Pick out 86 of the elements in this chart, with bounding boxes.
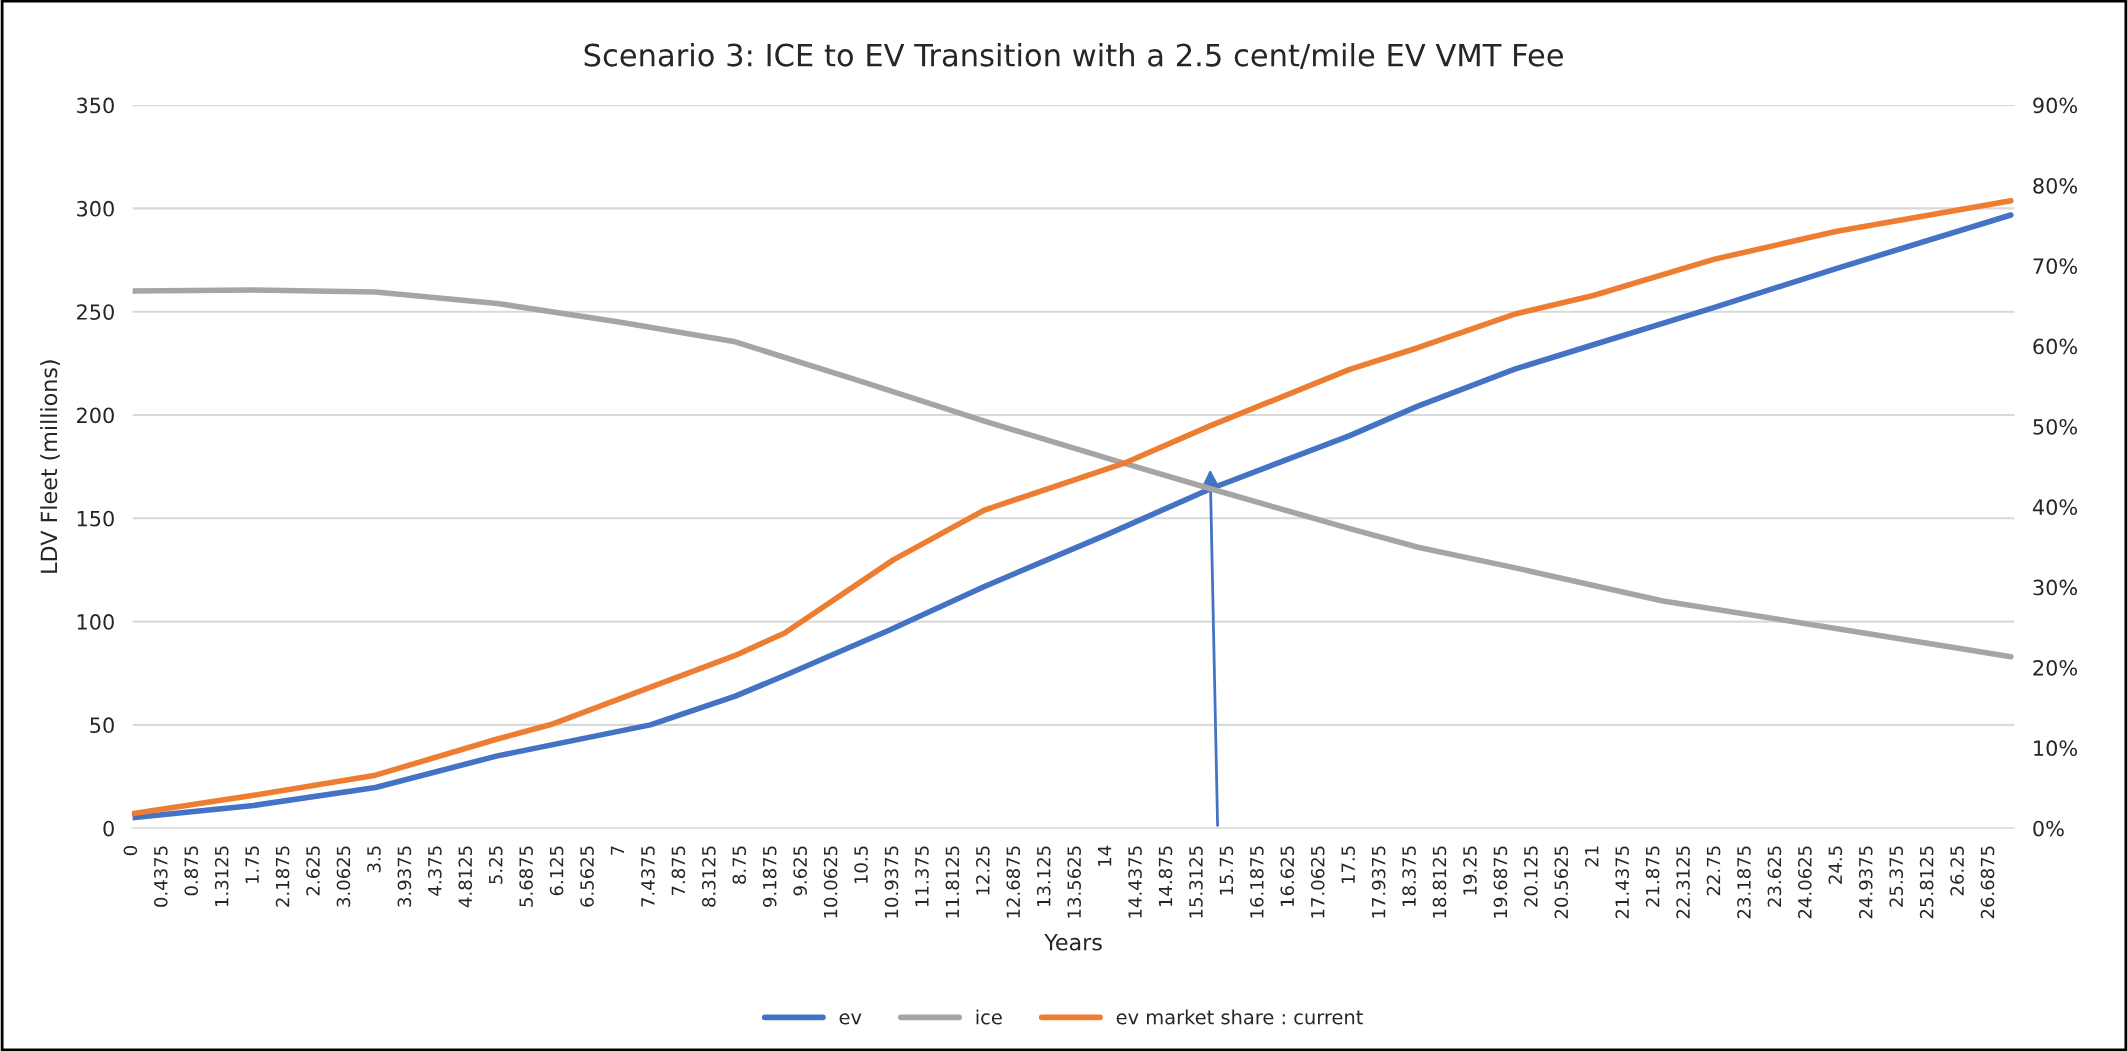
- x-tick-label: 0: [123, 846, 138, 856]
- y2-tick-label: 70%: [2033, 258, 2078, 274]
- x-tick-label: 9.625: [793, 846, 807, 896]
- x-tick-label: 12.6875: [1006, 846, 1021, 918]
- chart-title: Scenario 3: ICE to EV Transition with a 2.5 cent/mile EV VMT Fee: [584, 42, 1563, 70]
- x-tick-label: 10.5: [854, 846, 868, 884]
- x-tick-label: 7.4375: [641, 846, 655, 907]
- x-tick-label: 18.8125: [1432, 846, 1447, 918]
- x-tick-label: 12.25: [976, 846, 990, 895]
- y2-tick-label: 30%: [2033, 579, 2078, 596]
- x-tick-label: 25.8125: [1919, 846, 1934, 919]
- y2-tick-label: 10%: [2034, 740, 2078, 757]
- x-tick-label: 1.3125: [214, 846, 229, 907]
- x-tick-label: 19.6875: [1493, 846, 1508, 918]
- y2-tick-label: 60%: [2033, 338, 2078, 355]
- x-tick-label: 24.0625: [1798, 846, 1812, 919]
- x-tick-label: 16.1875: [1250, 846, 1264, 918]
- x-tick-label: 22.75: [1706, 846, 1721, 896]
- x-tick-label: 19.25: [1463, 846, 1477, 895]
- legend-label: ev: [839, 1013, 862, 1025]
- x-tick-label: 24.9375: [1858, 846, 1873, 919]
- x-tick-label: 8.75: [732, 846, 747, 884]
- x-tick-label: 3.5: [367, 846, 381, 873]
- x-tick-label: 4.375: [427, 846, 442, 896]
- x-tick-label: 18.375: [1402, 846, 1416, 907]
- y2-tick-label: 90%: [2033, 97, 2078, 114]
- x-tick-label: 21.875: [1645, 846, 1660, 907]
- x-tick-label: 14.4375: [1128, 846, 1142, 918]
- y2-tick-label: 50%: [2033, 418, 2078, 435]
- x-tick-label: 20.125: [1524, 846, 1538, 907]
- x-tick-label: 0.875: [184, 846, 199, 896]
- x-tick-label: 26.6875: [1980, 846, 1995, 919]
- x-tick-label: 2.1875: [275, 846, 290, 907]
- x-tick-label: 14: [1098, 845, 1112, 866]
- x-tick-label: 17.5: [1341, 846, 1355, 884]
- legend-label: ice: [976, 1009, 1002, 1025]
- x-tick-label: 11.8125: [945, 846, 960, 918]
- legend-label: ev market share : current: [1116, 1009, 1363, 1025]
- x-tick-label: 6.5625: [580, 846, 594, 907]
- y2-tick-label: 0%: [2033, 820, 2064, 837]
- x-tick-label: 13.125: [1036, 846, 1051, 907]
- x-tick-label: 14.875: [1158, 846, 1173, 907]
- x-tick-label: 3.9375: [397, 846, 412, 907]
- x-tick-label: 26.25: [1950, 846, 1964, 896]
- x-axis-title: Years: [1044, 934, 1102, 951]
- x-tick-label: 10.0625: [823, 846, 838, 918]
- y-axis-title: LDV Fleet (millions): [40, 360, 60, 573]
- x-tick-label: 24.5: [1828, 846, 1843, 884]
- x-tick-label: 22.3125: [1676, 846, 1690, 919]
- x-tick-label: 7.875: [671, 846, 686, 896]
- y2-tick-label: 80%: [2033, 177, 2078, 194]
- y-tick-label: 250: [77, 304, 114, 320]
- x-tick-label: 4.8125: [458, 846, 473, 908]
- x-tick-label: 17.0625: [1310, 846, 1325, 918]
- x-tick-label: 21: [1584, 846, 1599, 867]
- x-tick-label: 23.625: [1767, 846, 1782, 907]
- y-tick-label: 300: [77, 200, 114, 217]
- x-tick-label: 10.9375: [884, 846, 899, 918]
- x-tick-label: 3.0625: [336, 846, 351, 907]
- x-tick-label: 20.5625: [1554, 846, 1569, 919]
- y-tick-label: 200: [77, 407, 114, 424]
- y-tick-label: 150: [77, 510, 114, 527]
- x-tick-label: 11.375: [915, 846, 929, 907]
- x-tick-label: 5.25: [488, 846, 503, 884]
- x-tick-label: 7: [610, 846, 625, 855]
- x-tick-label: 8.3125: [701, 846, 716, 907]
- y-tick-label: 0: [103, 820, 114, 837]
- x-tick-label: 0.4375: [153, 846, 168, 907]
- x-tick-label: 9.1875: [762, 846, 777, 907]
- y2-tick-label: 40%: [2032, 499, 2078, 516]
- x-tick-label: 1.75: [245, 846, 259, 884]
- x-tick-label: 5.6875: [519, 846, 533, 907]
- x-tick-label: 13.5625: [1067, 846, 1081, 918]
- x-tick-label: 21.4375: [1615, 846, 1630, 919]
- x-tick-label: 15.75: [1219, 846, 1234, 895]
- x-tick-label: 2.625: [306, 846, 320, 896]
- y-tick-label: 350: [77, 97, 114, 114]
- x-tick-label: 17.9375: [1371, 846, 1386, 918]
- x-tick-label: 23.1875: [1737, 846, 1751, 919]
- x-tick-label: 25.375: [1889, 846, 1904, 907]
- x-tick-label: 15.3125: [1189, 846, 1203, 918]
- y-tick-label: 50: [90, 717, 114, 734]
- x-tick-label: 6.125: [549, 846, 564, 896]
- x-tick-label: 16.625: [1280, 846, 1295, 907]
- y-tick-label: 100: [77, 614, 114, 630]
- y2-tick-label: 20%: [2033, 659, 2078, 676]
